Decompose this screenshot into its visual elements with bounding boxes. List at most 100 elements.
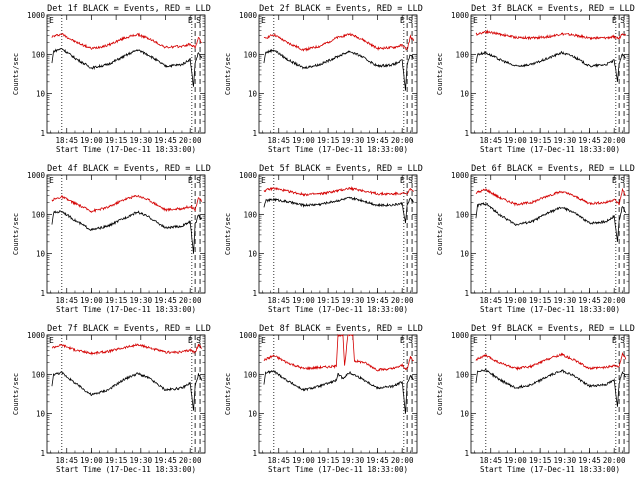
x-tick-label: 20:00 — [603, 456, 626, 465]
chart-panel-3: Det 3f BLACK = Events, RED = LLD 1 10 100 10… — [436, 4, 635, 154]
corner-marker-s: S — [620, 336, 625, 345]
x-tick-label: 19:00 — [504, 456, 527, 465]
x-tick-label: 20:00 — [603, 136, 626, 145]
x-tick-label: 19:45 — [366, 456, 389, 465]
corner-marker-left: E — [261, 336, 266, 345]
x-tick-label: 18:45 — [55, 296, 78, 305]
corner-marker-s: S — [196, 16, 201, 25]
y-tick-label: 1 — [464, 449, 469, 458]
corner-marker-left: E — [261, 176, 266, 185]
chart-title: Det 5f BLACK = Events, RED = LLD — [259, 164, 423, 174]
x-tick-label: 19:30 — [554, 456, 577, 465]
corner-marker-e: E — [400, 336, 405, 345]
x-tick-label: 19:15 — [317, 136, 340, 145]
corner-marker-s: S — [620, 16, 625, 25]
corner-marker-s: S — [408, 176, 413, 185]
x-axis-label: Start Time (17-Dec-11 18:33:00) — [480, 305, 620, 314]
y-tick-label: 100 — [31, 370, 45, 379]
chart-panel-5: Det 5f BLACK = Events, RED = LLD 1 10 100 10… — [224, 164, 423, 314]
corner-marker-e: E — [400, 176, 405, 185]
plot-frame — [470, 14, 630, 134]
x-tick-label: 18:45 — [267, 296, 290, 305]
plot-frame — [46, 174, 206, 294]
x-tick-label: 19:15 — [105, 136, 128, 145]
chart-title: Det 4f BLACK = Events, RED = LLD — [47, 164, 211, 174]
x-tick-label: 19:30 — [130, 456, 153, 465]
x-tick-label: 18:45 — [479, 296, 502, 305]
x-axis-label: Start Time (17-Dec-11 18:33:00) — [56, 465, 196, 474]
x-tick-label: 19:15 — [317, 456, 340, 465]
x-tick-label: 19:15 — [529, 136, 552, 145]
y-tick-label: 100 — [455, 370, 469, 379]
plot-frame — [258, 14, 418, 134]
series-line-events — [263, 48, 414, 91]
y-tick-label: 10 — [460, 250, 470, 259]
y-tick-label: 1 — [464, 289, 469, 298]
y-axis-label: Counts/sec — [12, 53, 20, 95]
x-tick-label: 20:00 — [603, 296, 626, 305]
x-tick-label: 19:30 — [554, 136, 577, 145]
y-tick-label: 10 — [36, 90, 46, 99]
x-axis-label: Start Time (17-Dec-11 18:33:00) — [268, 305, 408, 314]
y-tick-label: 100 — [455, 50, 469, 59]
x-tick-label: 18:45 — [479, 456, 502, 465]
series-line-events — [263, 369, 414, 414]
y-axis-label: Counts/sec — [224, 373, 232, 415]
y-tick-label: 1 — [252, 449, 257, 458]
series-line-lld — [263, 333, 414, 372]
corner-marker-left: E — [49, 336, 54, 345]
corner-marker-s: S — [196, 336, 201, 345]
chart-title: Det 3f BLACK = Events, RED = LLD — [471, 4, 635, 14]
x-tick-label: 18:45 — [55, 136, 78, 145]
y-tick-label: 1 — [464, 129, 469, 138]
corner-marker-left: E — [473, 336, 478, 345]
y-tick-label: 1 — [40, 449, 45, 458]
chart-panel-8: Det 8f BLACK = Events, RED = LLD 1 10 100 10… — [224, 324, 423, 474]
y-tick-label: 1000 — [451, 11, 470, 20]
x-tick-label: 19:00 — [80, 136, 103, 145]
y-tick-label: 1 — [40, 289, 45, 298]
x-tick-label: 20:00 — [179, 136, 202, 145]
x-tick-label: 19:15 — [105, 456, 128, 465]
corner-marker-s: S — [196, 176, 201, 185]
y-tick-label: 100 — [455, 210, 469, 219]
series-line-events — [51, 210, 203, 254]
corner-marker-e: E — [188, 16, 193, 25]
corner-marker-s: S — [408, 16, 413, 25]
corner-marker-e: E — [400, 16, 405, 25]
x-tick-label: 18:45 — [267, 136, 290, 145]
chart-title: Det 9f BLACK = Events, RED = LLD — [471, 324, 635, 334]
x-tick-label: 19:45 — [578, 296, 601, 305]
x-tick-label: 19:45 — [366, 136, 389, 145]
y-axis-label: Counts/sec — [224, 213, 232, 255]
x-tick-label: 19:45 — [154, 296, 177, 305]
y-tick-label: 1000 — [451, 331, 470, 340]
series-line-events — [263, 196, 414, 224]
x-axis-label: Start Time (17-Dec-11 18:33:00) — [480, 465, 620, 474]
chart-panel-7: Det 7f BLACK = Events, RED = LLD 1 10 100 10… — [12, 324, 211, 474]
x-tick-label: 20:00 — [179, 456, 202, 465]
corner-marker-e: E — [188, 336, 193, 345]
x-tick-label: 18:45 — [55, 456, 78, 465]
series-line-events — [51, 371, 203, 411]
x-tick-label: 18:45 — [479, 136, 502, 145]
y-tick-label: 1000 — [239, 331, 258, 340]
x-tick-label: 19:00 — [504, 296, 527, 305]
y-tick-label: 10 — [460, 410, 470, 419]
corner-marker-left: E — [473, 16, 478, 25]
y-axis-label: Counts/sec — [436, 373, 444, 415]
x-tick-label: 20:00 — [391, 296, 414, 305]
series-line-events — [51, 47, 203, 87]
x-tick-label: 19:00 — [292, 456, 315, 465]
x-tick-label: 19:15 — [105, 296, 128, 305]
y-tick-label: 100 — [31, 210, 45, 219]
corner-marker-s: S — [620, 176, 625, 185]
y-axis-label: Counts/sec — [12, 373, 20, 415]
y-tick-label: 1000 — [239, 171, 258, 180]
x-tick-label: 19:00 — [292, 136, 315, 145]
x-tick-label: 19:15 — [529, 296, 552, 305]
series-line-lld — [263, 32, 415, 52]
corner-marker-e: E — [612, 336, 617, 345]
x-axis-label: Start Time (17-Dec-11 18:33:00) — [56, 305, 196, 314]
x-tick-label: 19:15 — [317, 296, 340, 305]
